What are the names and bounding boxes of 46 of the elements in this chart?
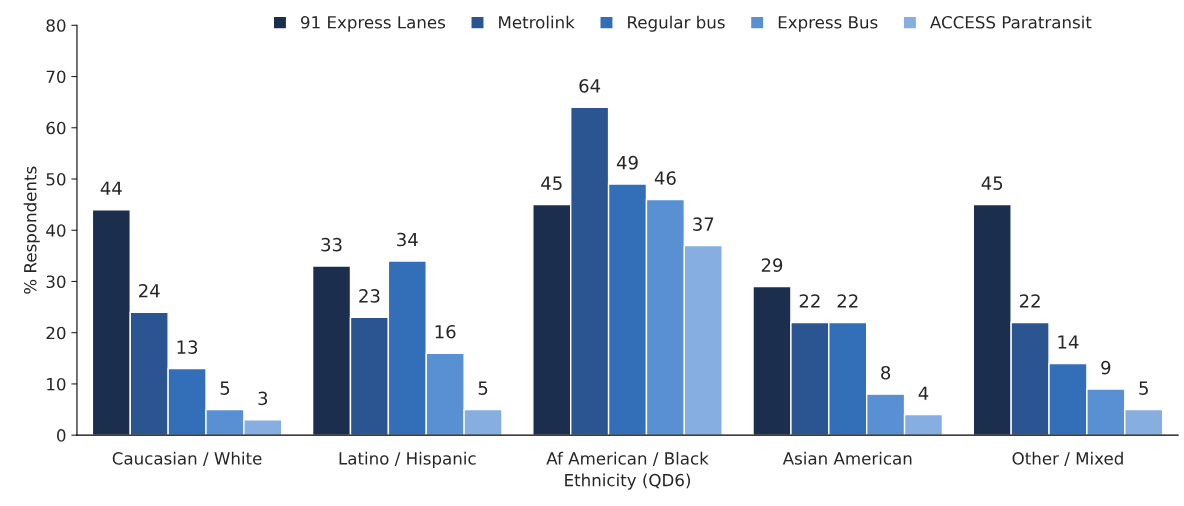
- data-label: 5: [1139, 381, 1148, 395]
- legend-label: Express Bus: [778, 16, 878, 32]
- data-label: 5: [220, 381, 230, 395]
- x-tick-label: Asian American: [782, 451, 912, 465]
- data-label: 64: [579, 79, 601, 93]
- data-label: 34: [397, 232, 418, 247]
- y-tick-label: 80: [46, 19, 66, 32]
- data-label: 23: [359, 289, 380, 303]
- data-label: 37: [693, 217, 714, 231]
- y-tick-label: 40: [46, 224, 66, 237]
- data-label: 22: [837, 294, 858, 308]
- data-label: 22: [799, 294, 820, 308]
- legend-label: Regular bus: [628, 15, 725, 32]
- y-tick-label: 60: [46, 121, 66, 135]
- x-tick-label: Af American / Black: [546, 451, 709, 467]
- data-label: 45: [981, 176, 1003, 190]
- data-label: 3: [258, 391, 268, 406]
- data-label: 46: [654, 171, 676, 185]
- data-label: 45: [541, 176, 562, 190]
- y-tick-label: 10: [47, 377, 66, 391]
- legend-label: Metrolink: [499, 15, 575, 29]
- data-label: 22: [1019, 294, 1040, 308]
- x-tick-label: Caucasian / White: [112, 451, 262, 467]
- y-axis-title: % Respondents: [23, 166, 40, 294]
- data-label: 14: [1058, 335, 1079, 349]
- x-axis-title: Ethnicity (QD6): [565, 473, 691, 490]
- y-tick-label: 20: [46, 326, 66, 340]
- data-label: 29: [761, 258, 783, 272]
- data-label: 8: [881, 365, 891, 380]
- data-label: 44: [100, 181, 122, 195]
- data-label: 33: [321, 237, 342, 252]
- data-label: 4: [918, 386, 929, 400]
- data-label: 49: [616, 155, 638, 170]
- x-tick-label: Latino / Hispanic: [339, 451, 476, 468]
- y-tick-label: 70: [46, 70, 66, 84]
- data-label: 24: [139, 283, 160, 298]
- x-tick-label: Other / Mixed: [1012, 451, 1123, 467]
- y-tick-label: 30: [46, 275, 66, 289]
- data-label: 9: [1101, 360, 1111, 375]
- y-tick-label: 50: [46, 172, 66, 186]
- legend-label: 91 Express Lanes: [301, 16, 446, 32]
- data-label: 13: [177, 340, 198, 354]
- legend-label: ACCESS Paratransit: [930, 15, 1092, 29]
- data-label: 5: [478, 381, 488, 395]
- y-tick-label: 0: [57, 429, 66, 442]
- data-label: 16: [435, 324, 456, 339]
